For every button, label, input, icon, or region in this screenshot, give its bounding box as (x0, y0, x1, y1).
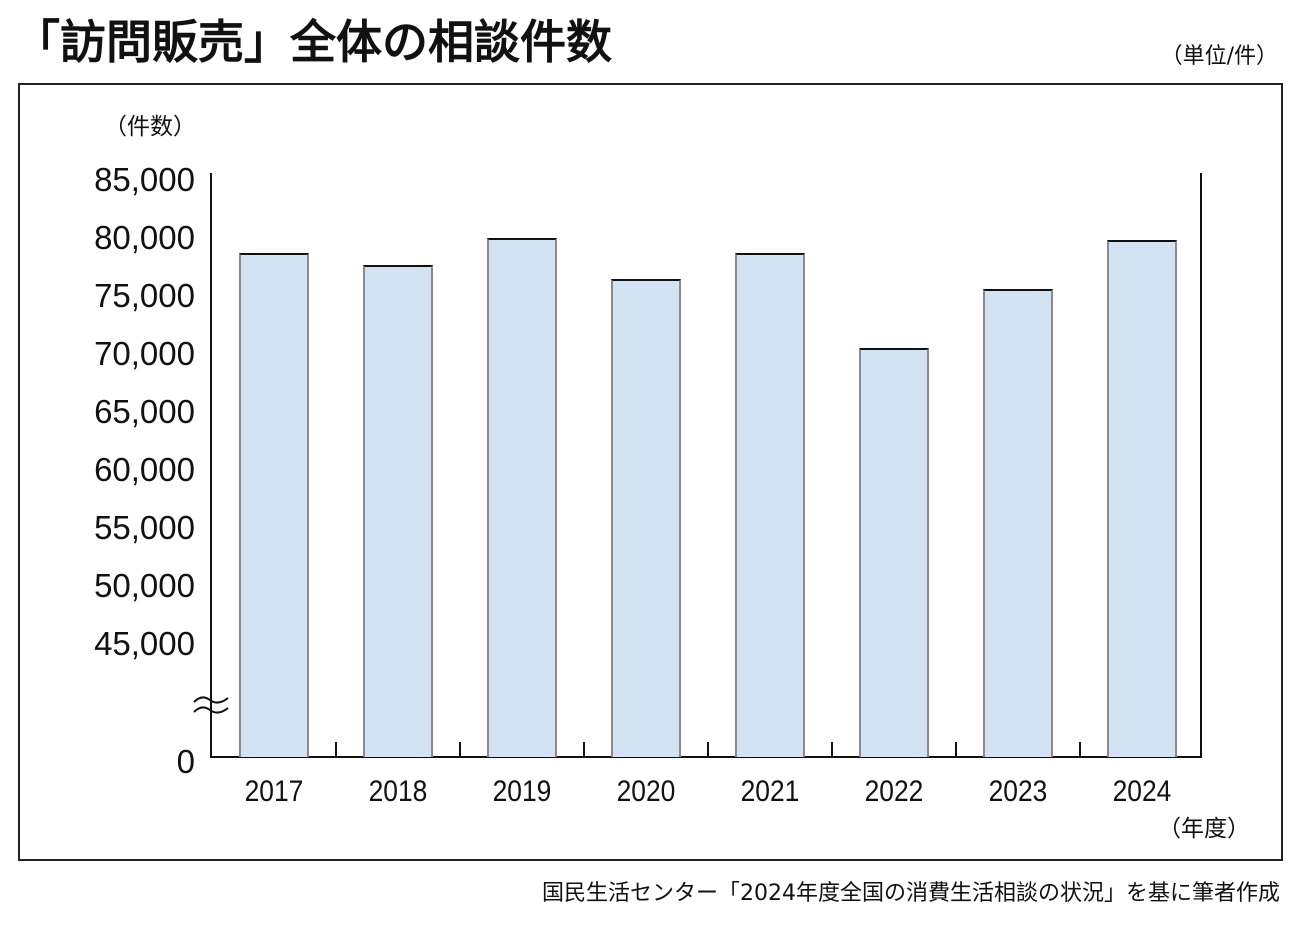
bar-2024 (1107, 240, 1177, 757)
bar-2017 (239, 253, 309, 757)
x-tick-mark (459, 742, 461, 757)
y-axis-line (210, 173, 212, 758)
x-tick-label: 2024 (1112, 775, 1172, 808)
x-tick-label: 2021 (740, 775, 800, 808)
source-note: 国民生活センター「2024年度全国の消費生活相談の状況」を基に筆者作成 (542, 881, 1280, 906)
unit-label: （単位/件） (1160, 44, 1278, 69)
x-tick-label: 2023 (988, 775, 1048, 808)
y-tick-label: 45,000 (94, 625, 195, 662)
bar-2018 (363, 264, 433, 757)
y-tick-label: 75,000 (94, 277, 195, 314)
x-tick-label: 2017 (244, 775, 304, 808)
bar-2019 (487, 238, 557, 757)
x-tick-label: 2019 (492, 775, 552, 808)
bar-2022 (859, 348, 929, 757)
y-tick-label: 0 (176, 743, 195, 780)
bar-2023 (983, 289, 1053, 757)
x-tick-mark (955, 742, 957, 757)
right-axis-line (1200, 173, 1202, 758)
x-axis-title: （年度） (1158, 816, 1250, 842)
y-tick-label: 60,000 (94, 451, 195, 488)
axis-break-icon (193, 696, 229, 714)
y-tick-label: 55,000 (94, 509, 195, 546)
chart-title: 「訪問販売」全体の相談件数 (14, 15, 612, 69)
x-tick-mark (335, 742, 337, 757)
y-tick-label: 80,000 (94, 219, 195, 256)
x-axis-line (210, 756, 1202, 758)
x-tick-mark (831, 742, 833, 757)
bar-2021 (735, 253, 805, 757)
y-tick-label: 50,000 (94, 567, 195, 604)
y-axis-title: （件数） (104, 114, 196, 140)
x-tick-mark (1079, 742, 1081, 757)
x-tick-label: 2018 (368, 775, 428, 808)
x-tick-mark (707, 742, 709, 757)
chart-frame (18, 83, 1283, 861)
y-tick-label: 85,000 (94, 161, 195, 198)
x-tick-label: 2020 (616, 775, 676, 808)
y-tick-label: 70,000 (94, 335, 195, 372)
y-tick-label: 65,000 (94, 393, 195, 430)
x-tick-mark (583, 742, 585, 757)
bar-2020 (611, 278, 681, 757)
x-tick-label: 2022 (864, 775, 924, 808)
